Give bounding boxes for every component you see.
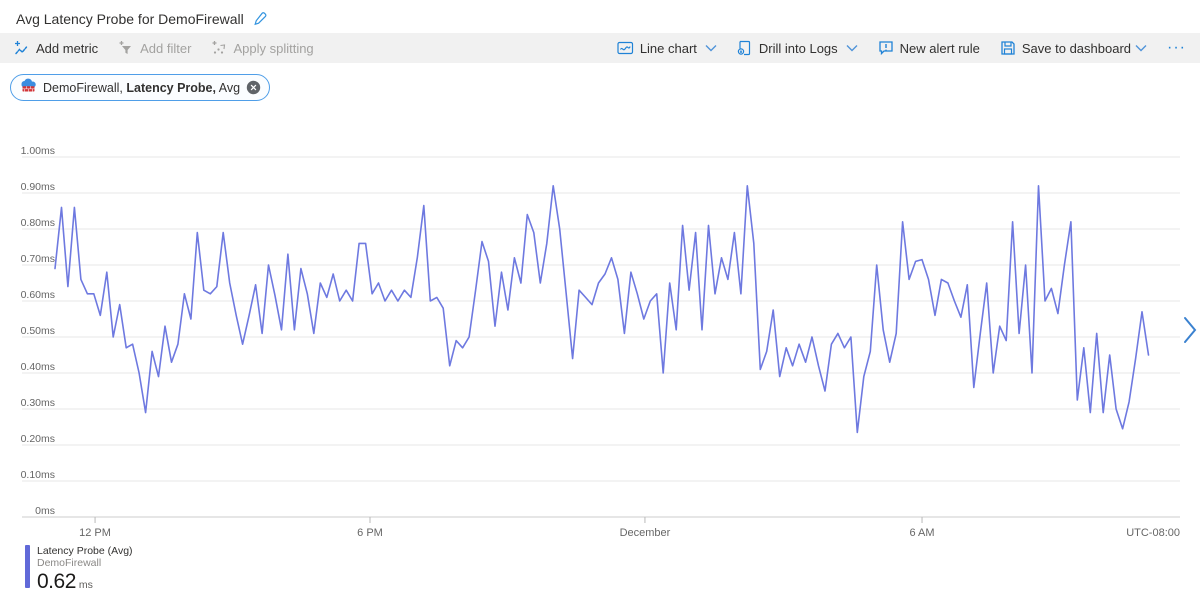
timezone-label: UTC-08:00 <box>1126 527 1180 539</box>
legend-value: 0.62 ms <box>37 570 93 593</box>
y-axis-label: 0.60ms <box>21 289 55 301</box>
y-axis-label: 1.00ms <box>21 145 55 157</box>
drill-into-logs-button[interactable]: Drill into Logs <box>737 40 858 56</box>
line-chart-select-button[interactable]: Line chart <box>617 40 717 56</box>
y-axis-label: 0.40ms <box>21 361 55 373</box>
apply-splitting-button[interactable]: Apply splitting <box>211 40 314 56</box>
chart-legend[interactable]: Latency Probe (Avg) DemoFirewall 0.62 ms <box>25 545 133 593</box>
legend-text-block: Latency Probe (Avg) DemoFirewall 0.62 ms <box>37 545 133 593</box>
y-axis-label: 0.10ms <box>21 469 55 481</box>
add-filter-button[interactable]: Add filter <box>118 40 191 56</box>
add-metric-icon <box>14 40 30 56</box>
x-axis-label: December <box>620 527 671 539</box>
y-axis-label: 0.90ms <box>21 181 55 193</box>
y-axis-label: 0.20ms <box>21 433 55 445</box>
add-metric-button[interactable]: Add metric <box>14 40 98 56</box>
y-axis-label: 0.70ms <box>21 253 55 265</box>
toolbar-left-group: Add metric Add filter <box>14 40 314 56</box>
metric-pill-row: DemoFirewall, Latency Probe, Avg <box>10 74 271 101</box>
drill-into-logs-icon <box>737 40 753 56</box>
chevron-down-icon <box>846 44 858 52</box>
y-axis-label: 0.80ms <box>21 217 55 229</box>
chevron-right-icon <box>1182 317 1198 347</box>
remove-metric-button[interactable] <box>246 80 261 95</box>
more-options-button[interactable]: ··· <box>1167 39 1186 56</box>
metric-pill[interactable]: DemoFirewall, Latency Probe, Avg <box>10 74 271 101</box>
close-icon <box>246 80 261 98</box>
x-axis-label: 6 AM <box>909 527 934 539</box>
chart-toolbar: Add metric Add filter <box>0 33 1200 63</box>
new-alert-rule-icon <box>878 40 894 56</box>
legend-resource-name: DemoFirewall <box>37 557 102 569</box>
chevron-down-icon <box>1135 44 1147 52</box>
metric-pill-label: DemoFirewall, Latency Probe, Avg <box>43 80 241 95</box>
line-chart-icon <box>617 40 634 56</box>
legend-metric-name: Latency Probe (Avg) <box>37 545 133 557</box>
apply-splitting-icon <box>211 40 227 56</box>
save-to-dashboard-button[interactable]: Save to dashboard <box>1000 40 1147 56</box>
add-filter-icon <box>118 40 134 56</box>
firewall-icon <box>20 78 37 98</box>
scroll-right-button[interactable] <box>1180 314 1200 346</box>
latency-line-series <box>54 184 1150 434</box>
x-axis-label: 12 PM <box>79 527 111 539</box>
page-title: Avg Latency Probe for DemoFirewall <box>16 10 244 27</box>
edit-title-button[interactable] <box>252 11 268 27</box>
chevron-down-icon <box>705 44 717 52</box>
chart-canvas[interactable]: 1.00ms 0.90ms 0.80ms 0.70ms 0.60ms 0.50ms 0.40… <box>0 140 1200 550</box>
header: Avg Latency Probe for DemoFirewall <box>0 0 1200 30</box>
save-icon <box>1000 40 1016 56</box>
y-axis-label: 0.30ms <box>21 397 55 409</box>
legend-color-bar <box>25 545 30 588</box>
toolbar-right-group: Line chart Drill into Logs <box>617 39 1186 57</box>
x-axis-label: 6 PM <box>357 527 383 539</box>
pencil-icon <box>252 11 268 30</box>
y-axis-label: 0.50ms <box>21 325 55 337</box>
y-axis-label: 0ms <box>35 505 55 517</box>
new-alert-rule-button[interactable]: New alert rule <box>878 40 980 56</box>
latency-chart[interactable]: 1.00ms 0.90ms 0.80ms 0.70ms 0.60ms 0.50ms 0.40… <box>0 140 1200 550</box>
